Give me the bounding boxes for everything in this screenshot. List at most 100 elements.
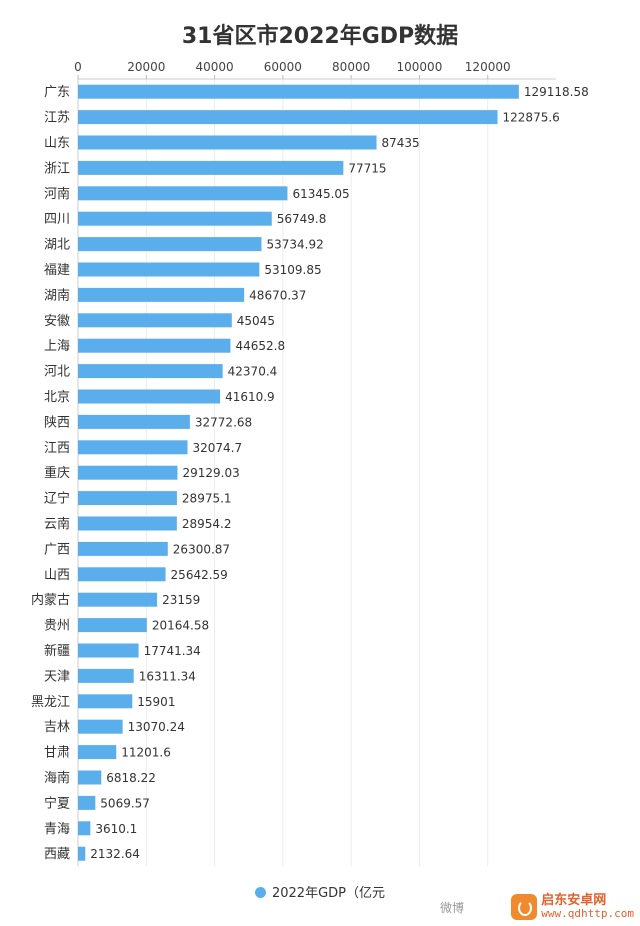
value-label: 129118.58 — [524, 85, 589, 99]
x-tick-label: 60000 — [264, 60, 302, 74]
value-label: 3610.1 — [95, 822, 137, 836]
value-label: 42370.4 — [228, 365, 278, 379]
bar[interactable] — [78, 592, 158, 607]
value-label: 11201.6 — [121, 746, 171, 760]
category-label: 重庆 — [44, 465, 70, 481]
bar[interactable] — [78, 770, 102, 785]
category-label: 江西 — [44, 441, 70, 456]
category-label: 辽宁 — [44, 491, 70, 507]
value-label: 41610.9 — [225, 390, 275, 404]
bar[interactable] — [78, 160, 344, 175]
bar[interactable] — [78, 364, 223, 379]
bars — [78, 84, 519, 861]
value-label: 26300.87 — [173, 542, 230, 556]
bar[interactable] — [78, 643, 139, 658]
category-label: 甘肃 — [44, 746, 70, 761]
bar[interactable] — [78, 567, 166, 582]
category-label: 北京 — [44, 390, 70, 405]
bar[interactable] — [78, 110, 498, 125]
value-label: 25642.59 — [171, 568, 228, 582]
bar[interactable] — [78, 821, 91, 836]
value-label: 87435 — [382, 136, 420, 150]
category-label: 陕西 — [44, 415, 70, 430]
bar[interactable] — [78, 389, 221, 404]
value-label: 28975.1 — [182, 492, 232, 506]
value-label: 45045 — [237, 314, 275, 328]
site-watermark: 启东安卓网 www.qdhttp.com — [511, 894, 634, 920]
bar[interactable] — [78, 262, 260, 277]
watermark-url: www.qdhttp.com — [541, 907, 634, 921]
category-label: 海南 — [44, 770, 70, 786]
category-label: 贵州 — [44, 619, 70, 634]
x-tick-label: 0 — [74, 60, 82, 74]
bar[interactable] — [78, 211, 272, 226]
category-label: 内蒙古 — [31, 592, 70, 608]
value-label: 5069.57 — [100, 796, 150, 810]
x-tick-label: 100000 — [397, 60, 443, 74]
x-tick-label: 40000 — [195, 60, 233, 74]
legend-label: 2022年GDP（亿元 — [271, 886, 385, 901]
category-label: 广东 — [44, 85, 70, 100]
value-label: 17741.34 — [144, 644, 201, 658]
value-label: 48670.37 — [249, 288, 306, 302]
value-label: 53734.92 — [266, 238, 323, 252]
bar[interactable] — [78, 186, 288, 201]
value-label: 29129.03 — [182, 466, 239, 480]
category-label: 浙江 — [44, 161, 70, 176]
category-label: 宁夏 — [44, 795, 70, 811]
x-tick-label: 120000 — [465, 60, 511, 74]
bar[interactable] — [78, 516, 177, 531]
value-label: 61345.05 — [292, 187, 349, 201]
bar[interactable] — [78, 719, 123, 734]
bar[interactable] — [78, 846, 86, 861]
value-label: 32772.68 — [195, 415, 252, 429]
bar[interactable] — [78, 414, 190, 429]
category-label: 西藏 — [44, 847, 70, 862]
bar[interactable] — [78, 84, 519, 99]
category-label: 云南 — [44, 516, 70, 532]
value-label: 122875.6 — [503, 111, 560, 125]
bar[interactable] — [78, 745, 117, 760]
value-label: 6818.22 — [106, 771, 156, 785]
bar[interactable] — [78, 795, 96, 810]
category-label: 黑龙江 — [31, 695, 70, 710]
watermark-name: 启东安卓网 — [541, 893, 607, 909]
bar[interactable] — [78, 668, 134, 683]
category-label: 福建 — [44, 263, 70, 278]
bar[interactable] — [78, 618, 147, 633]
chart-title: 31省区市2022年GDP数据 — [181, 24, 459, 49]
value-label: 13070.24 — [128, 720, 185, 734]
category-label: 江苏 — [44, 110, 70, 126]
category-label: 山东 — [44, 136, 70, 151]
bar[interactable] — [78, 541, 168, 556]
category-label: 吉林 — [44, 720, 70, 735]
value-label: 16311.34 — [139, 669, 196, 683]
value-label: 2132.64 — [90, 847, 140, 861]
value-label: 20164.58 — [152, 619, 209, 633]
legend[interactable]: 2022年GDP（亿元 — [0, 882, 640, 901]
category-label: 上海 — [44, 339, 70, 354]
category-label: 安徽 — [44, 314, 70, 329]
value-label: 32074.7 — [193, 441, 243, 455]
value-label: 56749.8 — [277, 212, 327, 226]
bar[interactable] — [78, 694, 133, 709]
legend-marker — [254, 887, 266, 898]
bar[interactable] — [78, 491, 177, 506]
value-label: 77715 — [348, 161, 386, 175]
value-label: 15901 — [137, 695, 175, 709]
category-label: 四川 — [44, 212, 70, 227]
bar[interactable] — [78, 135, 377, 150]
value-label: 44652.8 — [235, 339, 285, 353]
bar[interactable] — [78, 440, 188, 455]
category-label: 天津 — [44, 669, 70, 684]
bar[interactable] — [78, 287, 245, 302]
category-label: 湖南 — [44, 287, 70, 303]
value-label: 53109.85 — [264, 263, 321, 277]
category-label: 山西 — [44, 568, 70, 583]
bar[interactable] — [78, 465, 178, 480]
bar[interactable] — [78, 313, 232, 328]
category-label: 河南 — [44, 186, 70, 202]
bar[interactable] — [78, 237, 262, 252]
bar[interactable] — [78, 338, 231, 353]
